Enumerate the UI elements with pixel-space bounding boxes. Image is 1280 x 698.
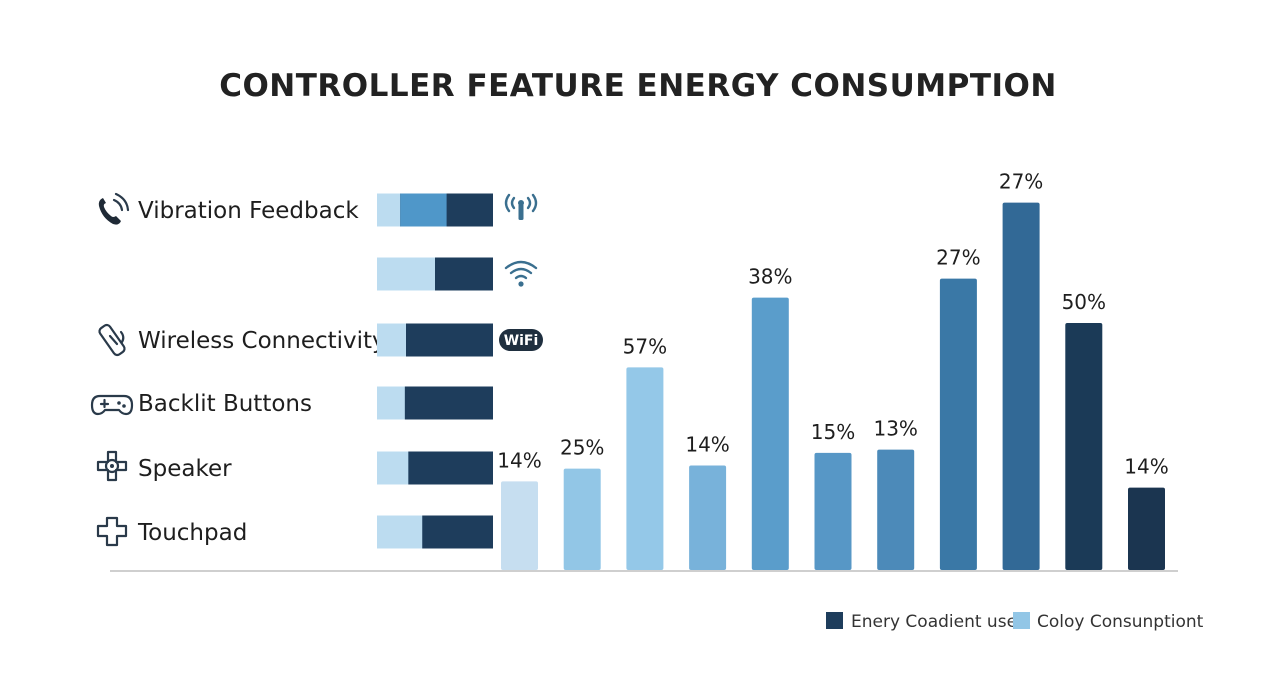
bar xyxy=(563,468,601,570)
bar xyxy=(939,278,977,570)
bar-value-label: 14% xyxy=(685,433,729,457)
bar-value-label: 15% xyxy=(811,420,855,444)
feature-bar-light-segment xyxy=(377,193,401,227)
bar-value-label: 25% xyxy=(560,436,604,460)
speaker-icon xyxy=(96,450,128,482)
bar-value-label: 27% xyxy=(936,246,980,270)
feature-row: Backlit Buttons xyxy=(90,386,493,420)
antenna-icon xyxy=(504,193,538,220)
bar-value-label: 50% xyxy=(1062,290,1106,314)
bar-value-label: 27% xyxy=(999,170,1043,194)
touchpad-icon xyxy=(96,516,128,547)
feature-bar-light-segment xyxy=(377,257,435,291)
legend-label: Coloy Consunptiont xyxy=(1037,612,1204,632)
legend-swatch xyxy=(826,612,843,629)
legend-label: Enery Coadient use xyxy=(851,612,1017,632)
bar-value-label: 57% xyxy=(623,334,667,358)
feature-bar-light-segment xyxy=(377,451,409,485)
bar xyxy=(1065,323,1103,570)
bar-value-label: 38% xyxy=(748,265,792,289)
legend-swatch xyxy=(1013,612,1030,629)
feature-label: Speaker xyxy=(138,456,232,482)
feature-bar-light-segment xyxy=(377,323,406,357)
wireless-band-icon xyxy=(98,323,126,357)
bar xyxy=(814,452,852,570)
feature-row: Speaker xyxy=(96,450,493,485)
bar-value-label: 14% xyxy=(1124,455,1168,479)
feature-bar-mid-segment xyxy=(400,193,447,227)
bar xyxy=(689,465,727,570)
gamepad-icon xyxy=(90,394,134,416)
feature-row: Vibration Feedback xyxy=(98,192,538,227)
feature-label: Backlit Buttons xyxy=(138,391,312,417)
feature-label: Wireless Connectivity xyxy=(138,328,386,354)
feature-label: Vibration Feedback xyxy=(138,198,359,224)
feature-bar-light-segment xyxy=(377,386,405,420)
feature-bar-light-segment xyxy=(377,515,423,549)
wifi-badge-text: WiFi xyxy=(504,333,539,349)
chart-title: CONTROLLER FEATURE ENERGY CONSUMPTION xyxy=(219,68,1057,104)
bar-value-label: 14% xyxy=(497,448,541,472)
bar xyxy=(751,297,789,570)
bar-series: 14% 25% 57% 14% 38% 15% 13% 27% 27% 50% 14% xyxy=(497,170,1169,570)
legend: Enery Coadient use Coloy Consunptiont xyxy=(826,612,1204,632)
bar xyxy=(1002,202,1040,570)
bar xyxy=(877,449,915,570)
wifi-badge-icon: WiFi xyxy=(499,329,543,351)
feature-row: Touchpad xyxy=(96,515,493,549)
feature-row: Wireless Connectivity WiFi xyxy=(98,323,543,357)
feature-label: Touchpad xyxy=(137,520,247,546)
bar-value-label: 13% xyxy=(873,417,917,441)
bar xyxy=(1128,487,1165,570)
wifi-icon xyxy=(504,260,538,287)
bar xyxy=(626,367,664,570)
bar xyxy=(501,481,538,570)
phone-vibrate-icon xyxy=(98,192,130,225)
feature-row xyxy=(377,257,538,291)
